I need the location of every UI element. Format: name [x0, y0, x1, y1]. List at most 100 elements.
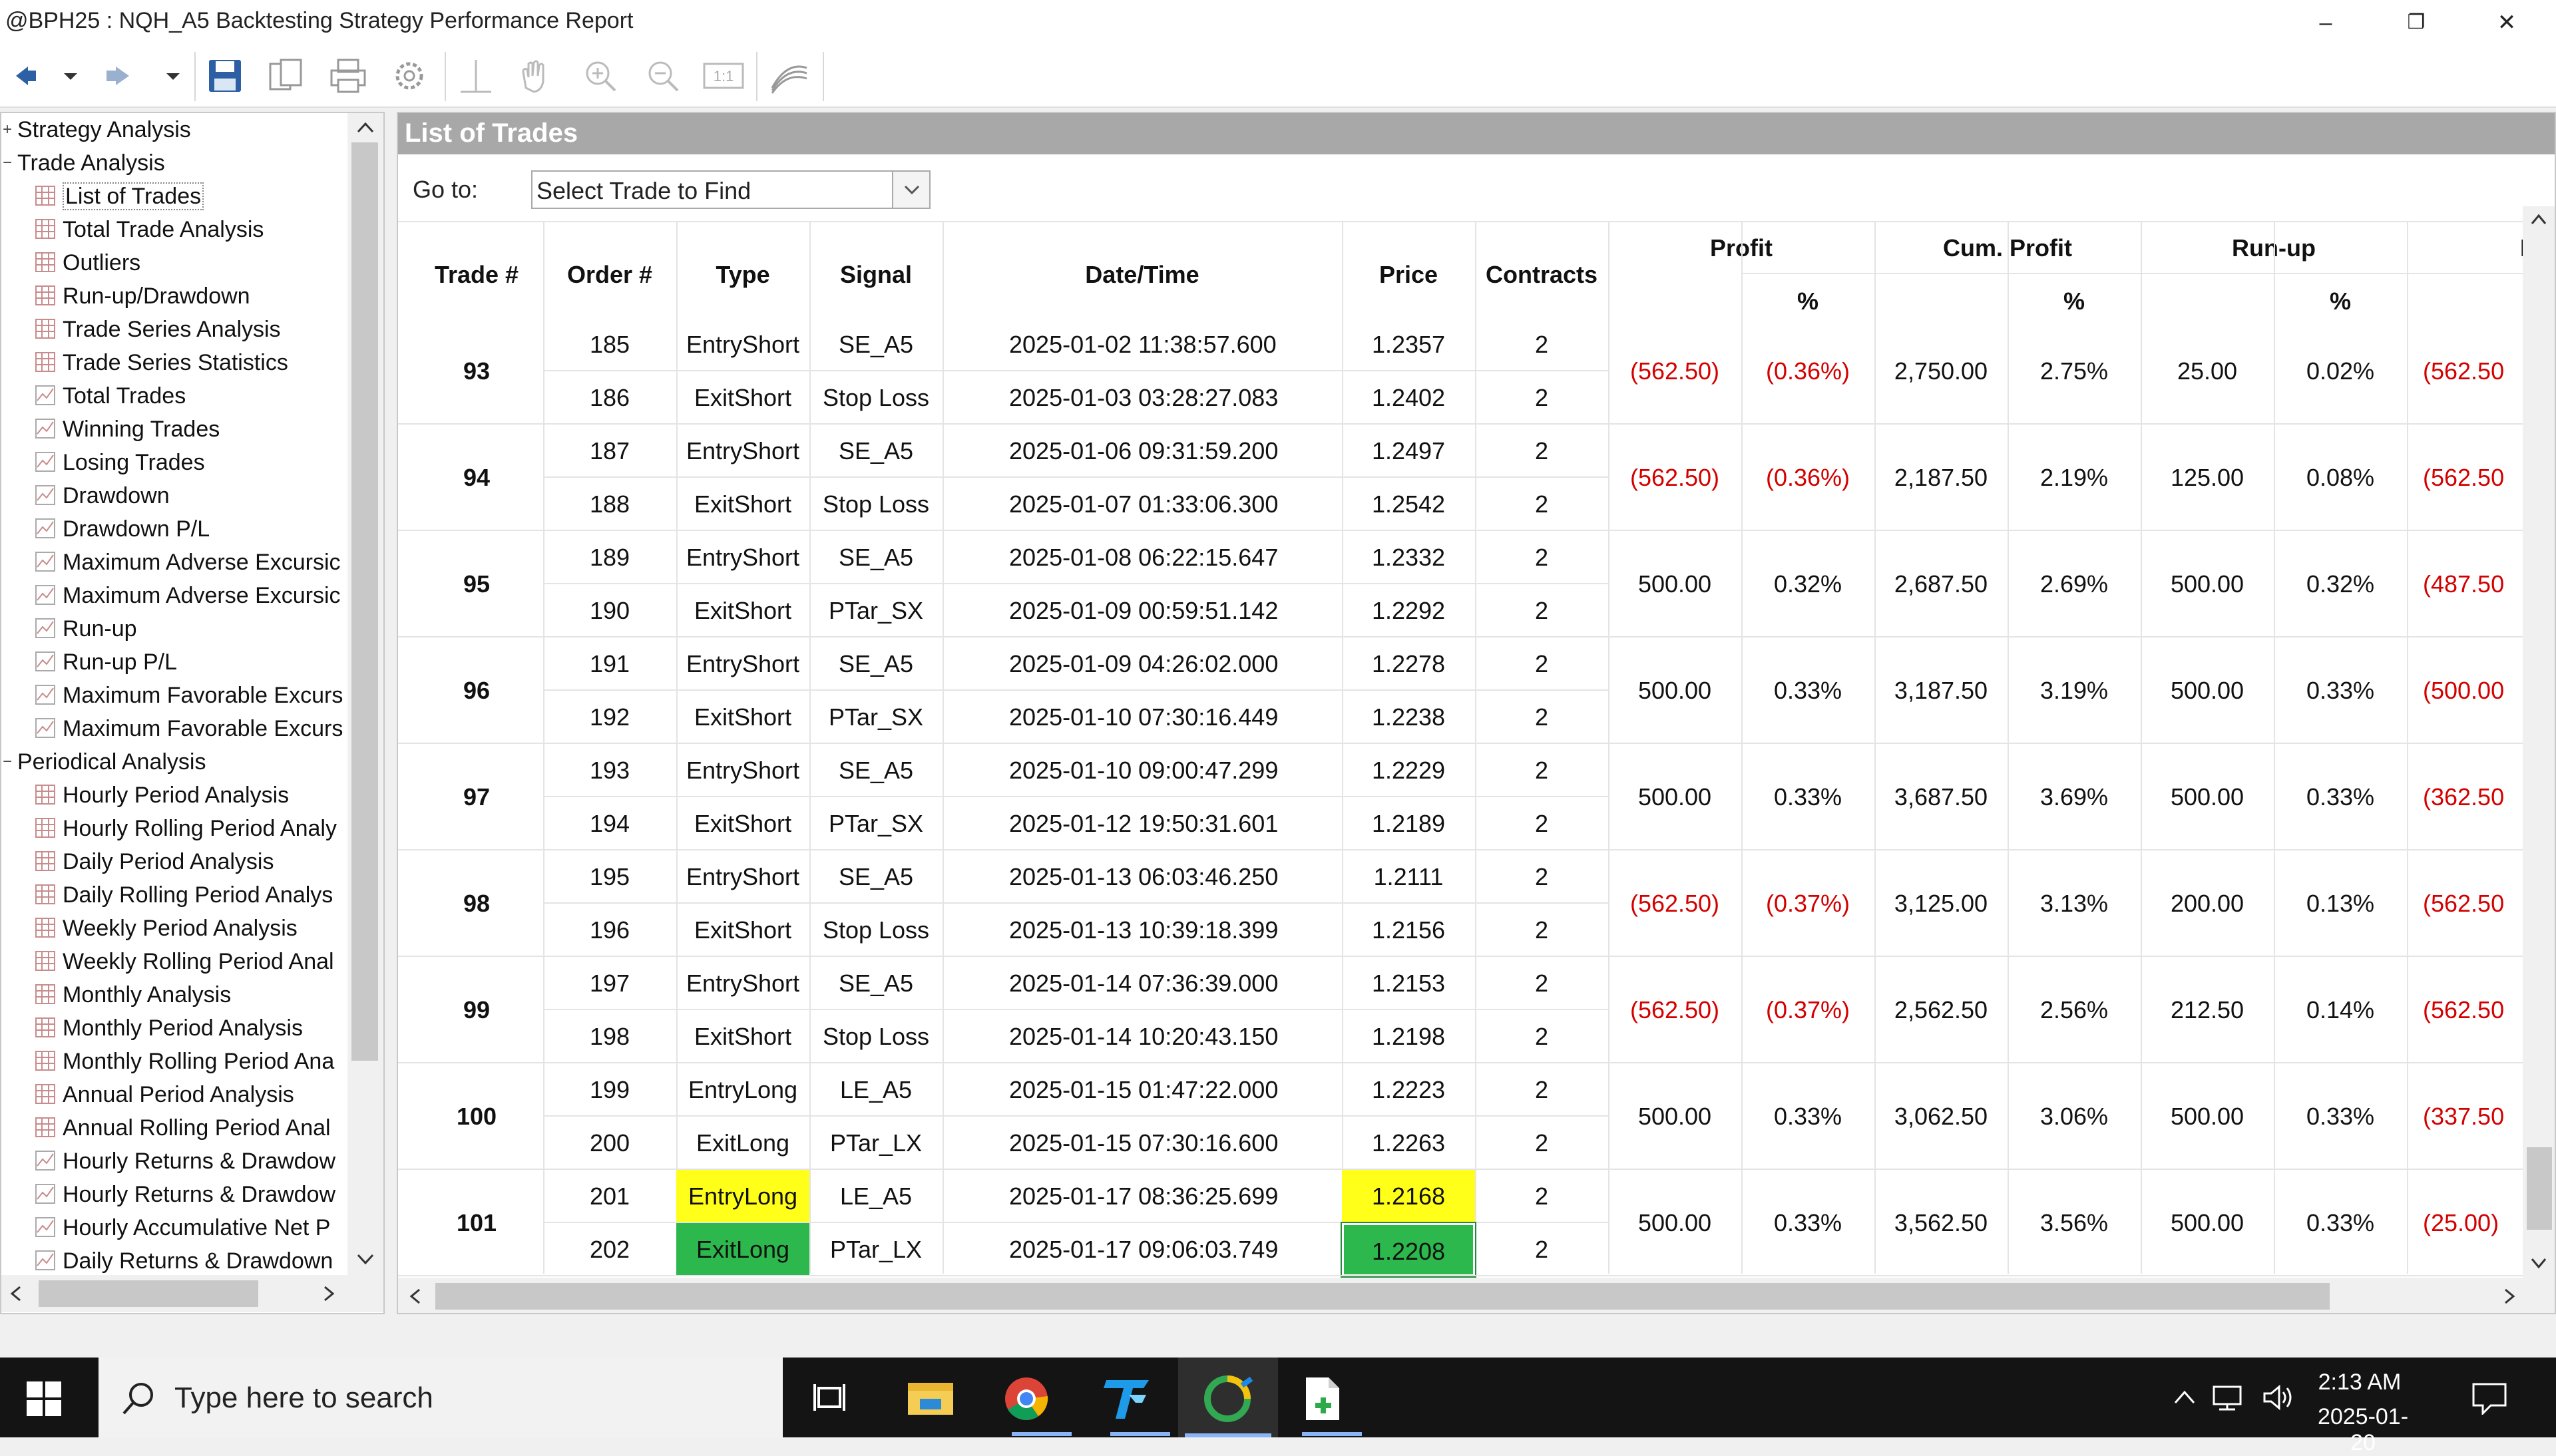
tree-vertical-scroll-thumb[interactable]	[351, 142, 378, 1061]
dropdown-arrow-icon[interactable]	[57, 55, 84, 97]
tree-item[interactable]: Drawdown	[35, 480, 170, 511]
tree-item[interactable]: Monthly Analysis	[35, 980, 231, 1010]
clock-time[interactable]: 2:13 AM	[2318, 1369, 2402, 1395]
actual-size-icon[interactable]: 1:1	[700, 55, 747, 97]
tree-item[interactable]: Maximum Favorable Excurs	[35, 713, 343, 744]
file-explorer-icon[interactable]	[907, 1377, 955, 1421]
tree-item[interactable]: Monthly Period Analysis	[35, 1013, 303, 1043]
grid-line	[2141, 221, 2142, 1274]
tree-section-2[interactable]: − Periodical Analysis	[3, 747, 206, 777]
trade-number: 96	[463, 677, 491, 704]
order-contracts: 2	[1534, 916, 1549, 944]
order-signal: SE_A5	[838, 863, 914, 890]
tree-item[interactable]: Drawdown P/L	[35, 514, 210, 544]
taskbar-search-box[interactable]: Type here to search	[99, 1358, 783, 1437]
clock-date[interactable]: 2025-01-20	[2317, 1404, 2409, 1455]
notification-icon[interactable]	[2471, 1381, 2508, 1418]
order-number: 189	[589, 544, 630, 571]
tree-item[interactable]: Weekly Period Analysis	[35, 913, 298, 944]
tree-item[interactable]: Trade Series Statistics	[35, 347, 288, 378]
maximize-button[interactable]: ❐	[2407, 11, 2426, 33]
open-icon[interactable]	[264, 55, 310, 97]
hand-icon[interactable]	[511, 55, 558, 97]
document-app-icon[interactable]	[1302, 1376, 1342, 1425]
back-icon[interactable]	[7, 55, 53, 97]
task-view-icon[interactable]	[809, 1379, 849, 1422]
scroll-down-icon[interactable]	[354, 1251, 377, 1267]
print-icon[interactable]	[325, 55, 371, 97]
tree-item[interactable]: Daily Returns & Drawdown	[35, 1246, 333, 1276]
table-vertical-scroll-thumb[interactable]	[2527, 1147, 2552, 1230]
trade-cum-profit-pct: 3.06%	[2039, 1103, 2109, 1130]
tree-item[interactable]: Hourly Returns & Drawdow	[35, 1146, 335, 1177]
table-horizontal-scroll-thumb[interactable]	[435, 1283, 2330, 1310]
scroll-right-icon[interactable]	[321, 1284, 337, 1303]
windows-start-icon[interactable]	[27, 1381, 61, 1419]
tree-item[interactable]: Total Trade Analysis	[35, 214, 264, 245]
table-horizontal-scrollbar[interactable]	[398, 1278, 2555, 1313]
dropdown-arrow-icon[interactable]	[160, 55, 186, 97]
volume-icon[interactable]	[2262, 1384, 2295, 1414]
tree-item[interactable]: Outliers	[35, 248, 140, 278]
collapse-icon[interactable]: −	[3, 753, 13, 771]
tree-item[interactable]: Run-up	[35, 614, 137, 644]
order-datetime: 2025-01-13 10:39:18.399	[1009, 916, 1279, 944]
tree-horizontal-scroll-thumb[interactable]	[39, 1280, 258, 1307]
crosshair-icon[interactable]	[453, 55, 499, 97]
tree-item[interactable]: Winning Trades	[35, 414, 220, 445]
network-icon[interactable]	[2211, 1384, 2251, 1414]
expand-icon[interactable]: +	[3, 120, 13, 138]
minimize-button[interactable]: –	[2319, 10, 2332, 35]
tree-item[interactable]: Hourly Period Analysis	[35, 780, 289, 811]
tree-item[interactable]: Hourly Rolling Period Analy	[35, 813, 337, 844]
tree-item[interactable]: Maximum Favorable Excurs	[35, 680, 343, 711]
scroll-left-icon[interactable]	[407, 1287, 423, 1306]
tree-item[interactable]: Maximum Adverse Excursic	[35, 580, 341, 611]
save-icon[interactable]	[201, 55, 248, 97]
tree-item[interactable]: List of Trades	[35, 181, 204, 212]
tree-item[interactable]: Annual Rolling Period Anal	[35, 1113, 331, 1143]
collapse-icon[interactable]: −	[3, 154, 13, 172]
tree-item[interactable]: Run-up P/L	[35, 647, 177, 677]
settings-icon[interactable]	[386, 55, 433, 97]
tree-item[interactable]: Daily Period Analysis	[35, 846, 274, 877]
scroll-up-icon[interactable]	[354, 120, 377, 136]
tree-item[interactable]: Run-up/Drawdown	[35, 281, 250, 311]
tree-item[interactable]: Annual Period Analysis	[35, 1079, 294, 1110]
tree-horizontal-scrollbar[interactable]	[1, 1275, 383, 1312]
chrome-icon[interactable]	[1004, 1376, 1049, 1425]
tree-item[interactable]: Daily Rolling Period Analys	[35, 880, 333, 910]
tree-section-1[interactable]: − Trade Analysis	[3, 148, 165, 178]
multicharts-app-tile[interactable]	[1178, 1358, 1278, 1437]
tree-vertical-scrollbar[interactable]	[347, 113, 383, 1275]
tree-item[interactable]: Monthly Rolling Period Ana	[35, 1046, 334, 1077]
chart-style-icon[interactable]	[767, 55, 813, 97]
close-button[interactable]: ✕	[2497, 10, 2517, 35]
tradestation-icon[interactable]	[1102, 1375, 1153, 1426]
tree-item[interactable]: Weekly Rolling Period Anal	[35, 946, 334, 977]
scroll-down-icon[interactable]	[2528, 1255, 2549, 1271]
tree-item[interactable]: Hourly Accumulative Net P	[35, 1212, 331, 1243]
order-number: 201	[589, 1183, 630, 1210]
tree-item-label: Winning Trades	[63, 417, 220, 442]
zoom-in-icon[interactable]	[578, 55, 624, 97]
chevron-down-icon[interactable]	[892, 172, 929, 208]
tree-section-0[interactable]: + Strategy Analysis	[3, 114, 191, 145]
order-type: ExitLong	[676, 1223, 809, 1276]
scroll-up-icon[interactable]	[2528, 212, 2549, 228]
order-type: EntryShort	[686, 757, 800, 784]
tree-item[interactable]: Maximum Adverse Excursic	[35, 547, 341, 578]
goto-trade-select[interactable]: Select Trade to Find	[531, 170, 931, 209]
tree-item[interactable]: Losing Trades	[35, 447, 205, 478]
report-chart-icon	[35, 414, 63, 445]
forward-icon[interactable]	[97, 55, 144, 97]
tree-item[interactable]: Total Trades	[35, 381, 186, 411]
table-vertical-scrollbar[interactable]	[2523, 206, 2555, 1278]
scroll-left-icon[interactable]	[8, 1284, 24, 1303]
tree-item[interactable]: Trade Series Analysis	[35, 314, 281, 345]
tree-item[interactable]: Hourly Returns & Drawdow	[35, 1179, 335, 1210]
chevron-up-icon[interactable]	[2171, 1387, 2198, 1410]
order-type: EntryLong	[688, 1076, 798, 1103]
scroll-right-icon[interactable]	[2501, 1287, 2517, 1306]
zoom-out-icon[interactable]	[640, 55, 687, 97]
